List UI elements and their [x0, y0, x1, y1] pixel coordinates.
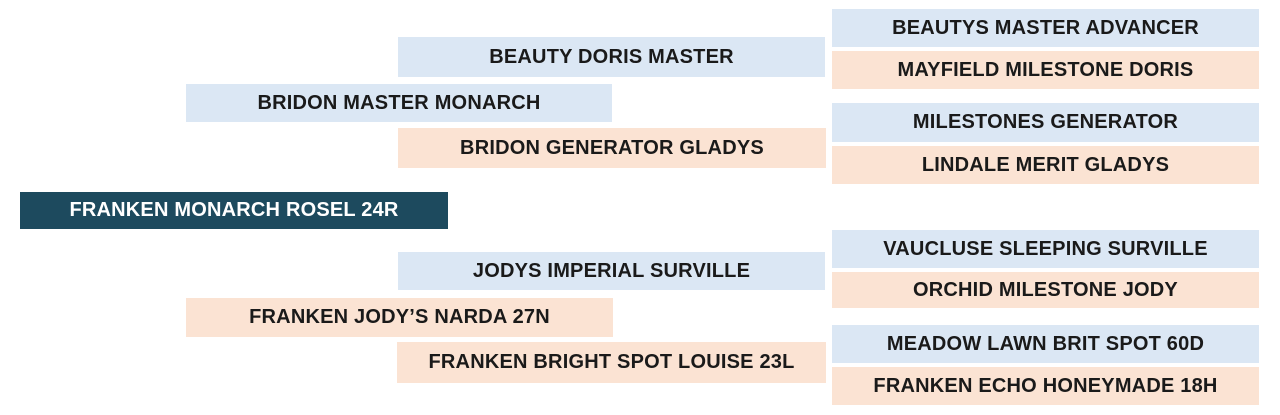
pedigree-node-dam-sire: JODYS IMPERIAL SURVILLE — [398, 252, 825, 290]
pedigree-node-sire-sire: BEAUTY DORIS MASTER — [398, 37, 825, 77]
pedigree-node-dam-dam: FRANKEN BRIGHT SPOT LOUISE 23L — [397, 342, 826, 383]
pedigree-node-dam: FRANKEN JODY’S NARDA 27N — [186, 298, 613, 337]
pedigree-node-sire-sire-sire: BEAUTYS MASTER ADVANCER — [832, 9, 1259, 47]
pedigree-node-sire: BRIDON MASTER MONARCH — [186, 84, 612, 122]
pedigree-node-sire-dam: BRIDON GENERATOR GLADYS — [398, 128, 826, 168]
pedigree-node-dam-sire-dam: ORCHID MILESTONE JODY — [832, 272, 1259, 308]
pedigree-node-dam-dam-sire: MEADOW LAWN BRIT SPOT 60D — [832, 325, 1259, 363]
pedigree-node-sire-dam-sire: MILESTONES GENERATOR — [832, 103, 1259, 142]
pedigree-node-sire-sire-dam: MAYFIELD MILESTONE DORIS — [832, 51, 1259, 89]
pedigree-node-sire-dam-dam: LINDALE MERIT GLADYS — [832, 146, 1259, 184]
pedigree-node-dam-dam-dam: FRANKEN ECHO HONEYMADE 18H — [832, 367, 1259, 405]
pedigree-node-root: FRANKEN MONARCH ROSEL 24R — [20, 192, 448, 229]
pedigree-node-dam-sire-sire: VAUCLUSE SLEEPING SURVILLE — [832, 230, 1259, 268]
